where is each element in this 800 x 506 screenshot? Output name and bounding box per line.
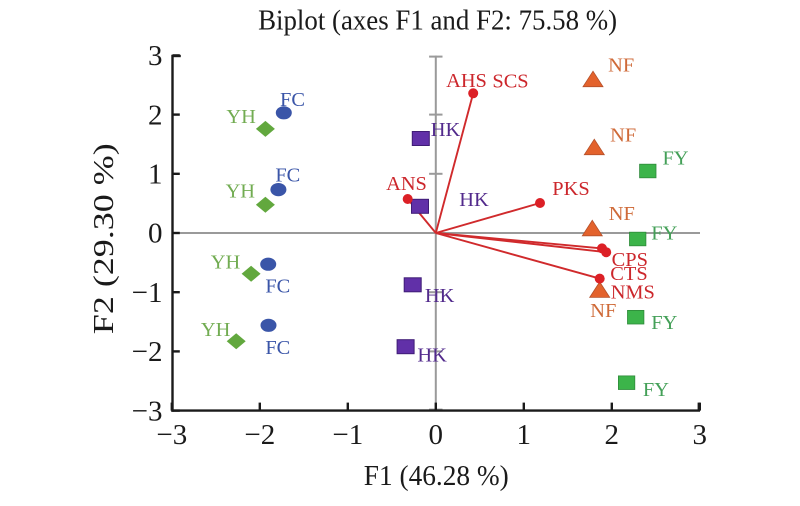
svg-text:NF: NF [609, 203, 635, 225]
svg-text:NF: NF [590, 300, 616, 322]
svg-text:−3: −3 [156, 419, 187, 451]
svg-text:FY: FY [662, 148, 688, 170]
svg-text:HK: HK [417, 345, 447, 367]
svg-text:PKS: PKS [552, 178, 589, 200]
svg-text:FY: FY [651, 223, 677, 245]
svg-text:F1 (46.28 %): F1 (46.28 %) [364, 460, 509, 492]
svg-text:−1: −1 [332, 419, 363, 451]
svg-text:2: 2 [605, 419, 620, 451]
svg-text:FC: FC [280, 89, 305, 111]
svg-text:−2: −2 [244, 419, 275, 451]
svg-text:CTS: CTS [610, 263, 647, 285]
svg-text:YH: YH [226, 180, 256, 202]
svg-text:−1: −1 [132, 277, 163, 309]
svg-text:FY: FY [643, 379, 669, 401]
svg-text:YH: YH [226, 106, 256, 128]
svg-text:ANS: ANS [386, 173, 427, 195]
svg-text:Biplot (axes F1 and F2: 75.58: Biplot (axes F1 and F2: 75.58 %) [258, 5, 617, 37]
svg-text:SCS: SCS [492, 71, 528, 93]
svg-text:CPS: CPS [612, 249, 648, 271]
svg-text:1: 1 [517, 419, 532, 451]
svg-text:−2: −2 [132, 336, 163, 368]
svg-text:YH: YH [201, 319, 231, 341]
svg-text:2: 2 [148, 99, 163, 131]
svg-text:0: 0 [148, 218, 163, 250]
svg-text:0: 0 [429, 419, 444, 451]
svg-text:NF: NF [610, 125, 636, 147]
svg-text:FC: FC [275, 165, 300, 187]
svg-text:FC: FC [265, 337, 290, 359]
svg-text:FC: FC [265, 276, 290, 298]
svg-text:HK: HK [459, 189, 489, 211]
svg-text:FY: FY [651, 312, 677, 334]
svg-text:AHS: AHS [446, 70, 487, 92]
svg-text:1: 1 [148, 159, 163, 191]
svg-text:3: 3 [148, 40, 163, 72]
svg-text:HK: HK [431, 119, 461, 141]
svg-text:−3: −3 [132, 395, 163, 427]
svg-text:NF: NF [608, 55, 634, 77]
svg-text:NMS: NMS [611, 281, 655, 303]
svg-text:F2 (29.30 %): F2 (29.30 %) [88, 143, 120, 334]
svg-text:3: 3 [693, 419, 708, 451]
svg-text:HK: HK [425, 285, 455, 307]
svg-text:YH: YH [211, 251, 241, 273]
